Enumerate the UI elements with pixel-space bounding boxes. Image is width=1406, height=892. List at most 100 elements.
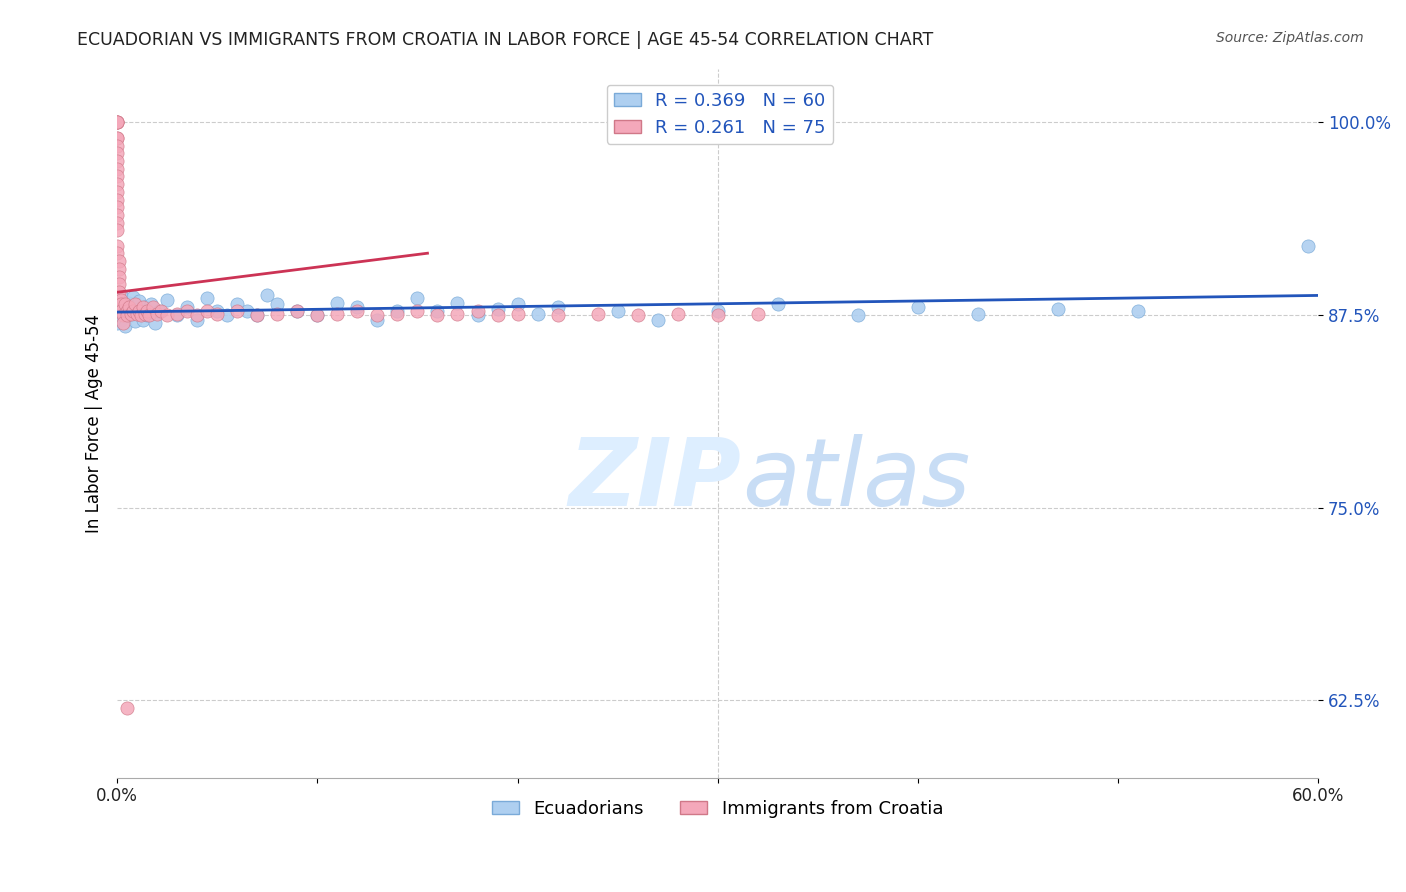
Point [217, 308, 239, 322]
Point [115, 701, 138, 715]
Point [150, 303, 173, 318]
Point [387, 303, 409, 318]
Point [195, 291, 218, 305]
Point [226, 303, 249, 318]
Point [1126, 303, 1149, 318]
Point [118, 295, 141, 310]
Point [128, 294, 150, 309]
Point [129, 307, 152, 321]
Point [127, 303, 149, 318]
Point [186, 308, 208, 322]
Point [105, 169, 128, 184]
Point [105, 308, 128, 322]
Point [627, 308, 650, 322]
Point [136, 303, 159, 318]
Text: ECUADORIAN VS IMMIGRANTS FROM CROATIA IN LABOR FORCE | AGE 45-54 CORRELATION CHA: ECUADORIAN VS IMMIGRANTS FROM CROATIA IN… [77, 31, 934, 49]
Point [207, 303, 229, 318]
Point [446, 295, 468, 310]
Point [105, 239, 128, 253]
Point [120, 308, 142, 322]
Point [115, 303, 138, 318]
Point [326, 295, 349, 310]
Point [138, 308, 160, 322]
Point [134, 301, 156, 315]
Point [132, 312, 155, 326]
Point [105, 185, 128, 199]
Point [1296, 239, 1319, 253]
Point [105, 115, 128, 129]
Point [176, 303, 198, 318]
Point [426, 303, 449, 318]
Point [246, 308, 269, 322]
Text: Source: ZipAtlas.com: Source: ZipAtlas.com [1216, 31, 1364, 45]
Point [246, 308, 269, 322]
Point [366, 312, 388, 326]
Point [128, 303, 150, 318]
Point [114, 318, 136, 333]
Point [307, 308, 329, 322]
Point [166, 307, 188, 321]
Point [226, 297, 249, 311]
Point [426, 308, 449, 322]
Point [108, 261, 131, 276]
Point [105, 177, 128, 191]
Point [105, 131, 128, 145]
Point [846, 308, 869, 322]
Point [105, 208, 128, 222]
Point [132, 301, 155, 315]
Point [467, 303, 489, 318]
Point [110, 297, 132, 311]
Point [105, 301, 128, 315]
Point [105, 131, 128, 145]
Point [1047, 301, 1070, 316]
Point [156, 293, 179, 307]
Point [446, 307, 468, 321]
Point [112, 316, 135, 330]
Point [105, 161, 128, 176]
Point [176, 301, 198, 315]
Point [110, 293, 132, 307]
Point [105, 115, 128, 129]
Point [105, 316, 128, 330]
Point [186, 312, 208, 326]
Point [122, 303, 145, 318]
Point [105, 200, 128, 214]
Point [387, 307, 409, 321]
Point [105, 138, 128, 153]
Point [256, 288, 278, 302]
Point [105, 246, 128, 260]
Point [766, 297, 789, 311]
Point [266, 307, 288, 321]
Point [110, 288, 132, 302]
Point [122, 290, 145, 304]
Point [486, 301, 509, 316]
Point [366, 308, 388, 322]
Point [120, 307, 142, 321]
Point [105, 146, 128, 161]
Point [647, 312, 669, 326]
Point [108, 277, 131, 292]
Point [108, 269, 131, 284]
Point [124, 314, 146, 328]
Point [112, 297, 135, 311]
Point [285, 303, 308, 318]
Point [108, 303, 131, 318]
Point [907, 301, 929, 315]
Point [346, 303, 368, 318]
Point [706, 303, 728, 318]
Point [105, 193, 128, 207]
Point [467, 308, 489, 322]
Point [547, 308, 569, 322]
Point [143, 316, 166, 330]
Text: ZIP: ZIP [569, 434, 742, 525]
Point [236, 303, 259, 318]
Point [156, 308, 179, 322]
Point [666, 307, 689, 321]
Point [114, 297, 136, 311]
Point [547, 301, 569, 315]
Point [747, 307, 769, 321]
Point [108, 285, 131, 299]
Point [166, 308, 188, 322]
Point [266, 297, 288, 311]
Point [586, 307, 609, 321]
